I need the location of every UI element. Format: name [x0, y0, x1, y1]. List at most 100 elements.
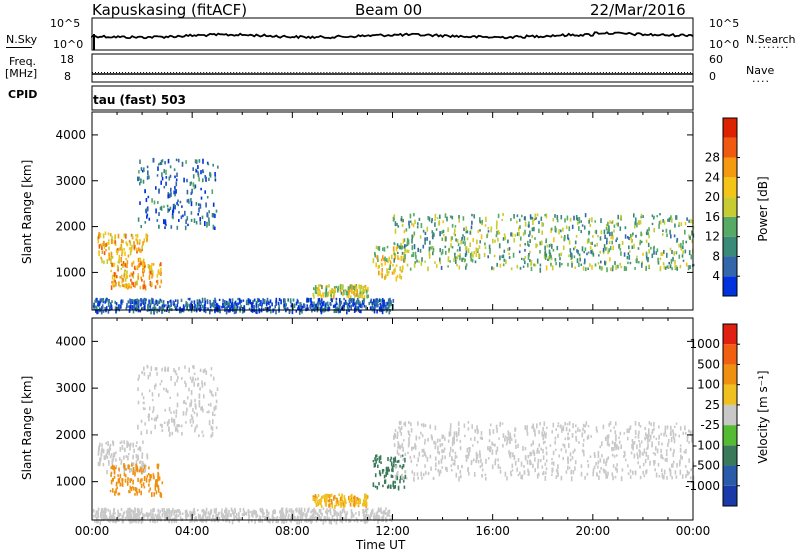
power-cell-band5: [594, 263, 597, 267]
velocity-cell-band5: [491, 452, 494, 455]
velocity-cell-band6: [269, 517, 271, 521]
power-cell-band6: [132, 308, 135, 314]
velocity-cell-band6: [326, 515, 329, 520]
velocity-cell-band5: [459, 439, 462, 443]
velocity-cell-band5: [647, 438, 649, 443]
velocity-cell-band5: [688, 471, 690, 475]
velocity-cell-band2: [188, 367, 190, 373]
power-cell-band5: [604, 247, 607, 251]
power-cell-band6: [120, 304, 122, 309]
power-cell-band2: [199, 217, 201, 222]
power-cell-band0: [110, 259, 112, 265]
power-cell-band5: [403, 229, 406, 234]
velocity-cell-band5: [526, 432, 529, 436]
power-cell-band2: [155, 186, 157, 190]
velocity-cell-band5: [396, 471, 399, 477]
velocity-cell-band5: [508, 435, 510, 441]
velocity-cell-band2: [143, 401, 145, 405]
power-cell-band2: [197, 213, 199, 216]
velocity-cell-band5: [401, 473, 403, 479]
velocity-cell-band2: [171, 417, 173, 423]
velocity-cell-band6: [175, 519, 178, 523]
velocity-cell-band5: [665, 434, 668, 437]
velocity-cell-band5: [665, 453, 668, 457]
velocity-cell-band5: [632, 470, 634, 475]
velocity-cell-band1: [121, 483, 123, 487]
power-cell-band2: [194, 184, 197, 189]
velocity-cell-band0: [144, 469, 146, 473]
power-cell-band5: [540, 216, 543, 222]
velocity-cell-band5: [629, 475, 632, 479]
power-cell-band6: [157, 300, 159, 305]
power-cell-band5: [659, 220, 662, 225]
velocity-cell-band6: [384, 516, 387, 520]
velocity-cell-band5: [429, 454, 432, 459]
velocity-cell-band5: [424, 438, 426, 442]
velocity-cell-band1: [124, 464, 126, 470]
power-cell-band6: [198, 301, 200, 307]
power-cell-band5: [636, 255, 638, 258]
velocity-cell-band1: [138, 469, 141, 473]
power-cell-band6: [207, 307, 209, 311]
power-cell-band2: [142, 179, 145, 184]
power-cell-band5: [490, 226, 493, 231]
velocity-cell-band5: [459, 470, 462, 474]
velocity-cell-band5: [434, 456, 437, 461]
velocity-cell-band5: [434, 446, 437, 450]
velocity-cell-band1: [110, 479, 113, 485]
velocity-cell-band5: [605, 438, 607, 442]
power-cell-band5: [611, 231, 613, 237]
power-cell-band5: [414, 261, 416, 264]
power-cell-band4: [384, 261, 387, 266]
velocity-cell-band6: [276, 516, 279, 519]
velocity-cell-band2: [174, 426, 177, 432]
power-cell-band6: [261, 302, 263, 306]
power-cell-band6: [139, 309, 142, 313]
power-cell-band5: [471, 251, 473, 257]
power-cell-band5: [578, 217, 581, 221]
velocity-cell-band6: [269, 519, 271, 524]
velocity-cell-band6: [298, 507, 301, 512]
power-cell-band3: [333, 291, 335, 294]
velocity-cell-band5: [499, 421, 501, 427]
velocity-cell-band2: [151, 398, 154, 402]
power-cell-band5: [669, 247, 672, 251]
velocity-cell-band6: [364, 515, 366, 520]
power-cell-band5: [497, 213, 500, 219]
velocity-cell-band5: [416, 463, 418, 467]
power-cell-band5: [609, 232, 611, 237]
velocity-cell-band0: [139, 446, 141, 451]
velocity-cell-band6: [267, 515, 270, 519]
freq-unit-label: [MHz]: [5, 67, 38, 80]
power-cell-band6: [319, 306, 322, 312]
velocity-cell-band6: [157, 516, 159, 521]
velocity-cell-band5: [580, 471, 583, 477]
velocity-cell-band5: [542, 455, 545, 461]
power-cell-band5: [538, 220, 540, 225]
velocity-cell-band6: [387, 513, 390, 517]
power-cell-band1: [138, 263, 140, 268]
velocity-cell-band6: [173, 509, 176, 514]
velocity-cell-band5: [616, 463, 618, 467]
velocity-cell-band4: [394, 485, 396, 489]
power-cell-band5: [635, 217, 637, 223]
cpid-mode: tau (fast) 503: [93, 93, 186, 107]
power-cell-band5: [404, 254, 406, 259]
power-cell-band6: [306, 297, 308, 302]
velocity-cell-band6: [282, 519, 285, 524]
velocity-colorbar-segment: [723, 404, 737, 426]
velocity-cell-band5: [568, 466, 571, 469]
velocity-cell-band5: [405, 476, 408, 480]
velocity-cell-band1: [157, 484, 159, 488]
power-cell-band5: [675, 215, 677, 220]
velocity-cell-band1: [112, 464, 114, 470]
power-cell-band6: [93, 302, 95, 308]
power-cell-band1: [124, 278, 127, 282]
velocity-cell-band5: [441, 455, 444, 460]
velocity-cell-band2: [138, 374, 140, 379]
velocity-cell-band6: [232, 509, 234, 515]
velocity-cell-band6: [184, 510, 187, 514]
power-cell-band5: [634, 267, 636, 270]
power-cell-band6: [372, 298, 375, 303]
power-cell-band6: [185, 303, 187, 308]
